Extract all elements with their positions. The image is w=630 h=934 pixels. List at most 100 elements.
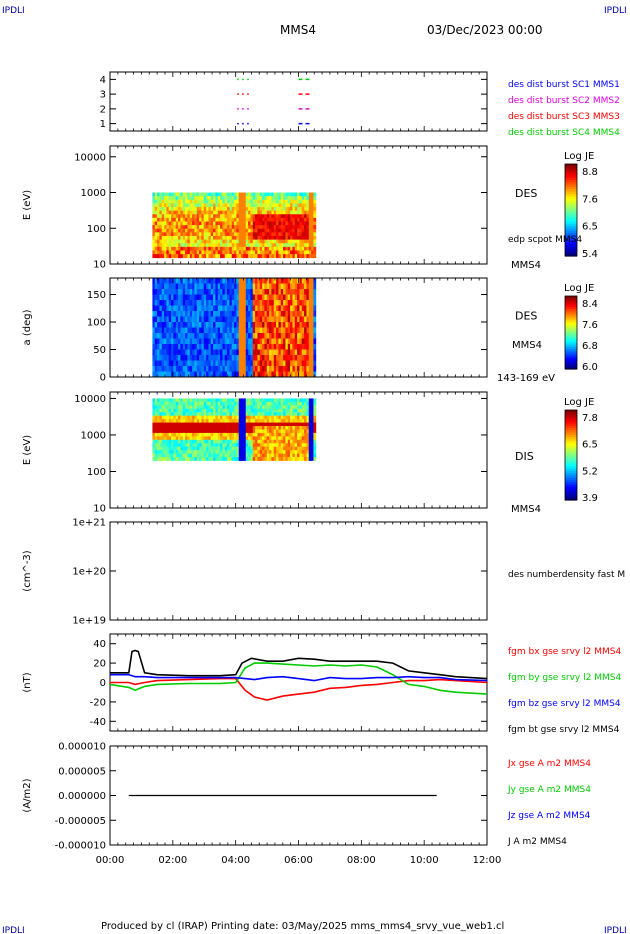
heat-cell-2-53-1 — [276, 283, 279, 290]
heat-cell-2-45-4 — [257, 300, 261, 306]
heat-cell-3-50-15 — [269, 450, 272, 454]
heat-cell-1-21-0 — [201, 192, 205, 197]
heat-cell-3-61-4 — [294, 412, 298, 417]
heat-cell-2-44-3 — [255, 294, 258, 301]
heat-cell-3-14-4 — [185, 412, 188, 417]
heat-cell-3-49-12 — [266, 439, 270, 444]
heat-cell-2-3-10 — [159, 333, 163, 339]
heat-cell-2-6-9 — [166, 327, 170, 334]
heat-cell-2-42-17 — [250, 371, 254, 378]
heat-cell-2-46-9 — [259, 327, 263, 334]
heat-cell-1-2-9 — [157, 225, 160, 230]
heat-cell-3-27-9 — [215, 429, 219, 434]
heat-cell-2-30-11 — [222, 338, 226, 345]
heat-cell-2-11-17 — [178, 371, 181, 378]
heat-cell-3-47-15 — [262, 450, 265, 454]
heat-cell-3-16-7 — [189, 422, 193, 427]
heat-cell-3-27-10 — [215, 432, 219, 437]
heat-cell-2-13-13 — [182, 349, 186, 356]
heat-cell-2-39-17 — [243, 371, 247, 378]
heat-cell-3-61-12 — [294, 439, 298, 444]
heat-cell-2-49-7 — [266, 316, 270, 323]
heat-cell-3-46-3 — [259, 408, 263, 413]
heat-cell-1-48-9 — [264, 225, 268, 230]
heat-cell-2-19-10 — [196, 333, 200, 339]
heat-cell-3-57-15 — [285, 450, 289, 454]
y-tick-label-0-3: 4 — [100, 75, 106, 86]
heat-cell-2-47-13 — [262, 349, 265, 356]
heat-cell-2-48-17 — [264, 371, 268, 378]
heat-cell-3-63-12 — [299, 439, 303, 444]
heat-cell-1-5-1 — [164, 196, 167, 201]
heat-cell-3-7-16 — [168, 453, 172, 458]
heat-cell-3-6-6 — [166, 419, 170, 423]
heat-cell-1-2-16 — [157, 250, 160, 255]
heat-cell-1-1-16 — [154, 250, 158, 255]
heat-cell-3-12-2 — [180, 405, 184, 410]
heat-cell-1-55-3 — [280, 203, 284, 208]
heat-cell-1-68-5 — [311, 210, 314, 215]
heat-cell-1-7-3 — [168, 203, 172, 208]
heat-cell-1-49-11 — [266, 232, 270, 237]
heat-cell-1-18-2 — [194, 199, 198, 204]
heat-cell-3-28-6 — [217, 419, 221, 423]
heat-cell-3-64-15 — [301, 450, 305, 454]
heat-cell-1-57-5 — [285, 210, 289, 215]
heat-cell-3-15-0 — [187, 398, 191, 403]
heat-cell-2-29-6 — [220, 311, 223, 317]
heat-cell-2-47-14 — [262, 355, 265, 361]
heat-cell-2-27-16 — [215, 366, 219, 372]
heat-cell-2-51-16 — [271, 366, 275, 372]
heat-cell-3-48-16 — [264, 453, 268, 458]
heat-cell-2-10-14 — [175, 355, 179, 361]
heat-cell-3-52-14 — [273, 446, 277, 451]
heat-cell-1-51-7 — [271, 217, 275, 222]
heat-cell-3-39-13 — [243, 443, 247, 448]
heat-cell-1-35-4 — [234, 206, 237, 212]
colorbar-frame-3 — [564, 409, 578, 501]
heat-cell-2-44-6 — [255, 311, 258, 317]
heat-cell-2-32-8 — [227, 322, 230, 328]
heat-cell-1-27-8 — [215, 221, 219, 226]
heat-cell-2-48-8 — [264, 322, 268, 328]
heat-cell-1-62-5 — [297, 210, 300, 215]
heat-cell-2-47-2 — [262, 289, 265, 295]
heat-cell-1-46-13 — [259, 239, 263, 244]
heat-cell-3-25-6 — [210, 419, 214, 423]
heat-cell-2-4-2 — [161, 289, 165, 295]
heat-cell-2-45-1 — [257, 283, 261, 290]
heat-cell-1-19-14 — [196, 243, 200, 248]
heat-cell-1-66-3 — [306, 203, 310, 208]
heat-cell-3-59-0 — [290, 398, 293, 403]
heat-cell-1-27-3 — [215, 203, 219, 208]
heat-cell-1-43-17 — [252, 254, 256, 259]
heat-cell-3-41-14 — [248, 446, 251, 451]
heat-cell-2-27-4 — [215, 300, 219, 306]
heat-cell-3-17-2 — [192, 405, 195, 410]
heat-cell-2-11-4 — [178, 300, 181, 306]
heat-cell-2-7-13 — [168, 349, 172, 356]
heat-cell-3-65-5 — [304, 415, 307, 420]
heat-cell-1-12-10 — [180, 228, 184, 233]
heat-cell-3-25-11 — [210, 436, 214, 441]
heat-cell-1-62-15 — [297, 246, 300, 251]
heat-cell-3-64-11 — [301, 436, 305, 441]
heat-cell-3-57-11 — [285, 436, 289, 441]
heat-cell-1-3-17 — [159, 254, 163, 259]
heat-cell-2-38-15 — [241, 360, 244, 367]
heat-cell-1-18-0 — [194, 192, 198, 197]
heat-cell-2-66-15 — [306, 360, 310, 367]
heat-cell-1-18-12 — [194, 235, 198, 240]
heat-cell-2-12-8 — [180, 322, 184, 328]
heat-cell-2-14-10 — [185, 333, 188, 339]
heat-cell-3-12-14 — [180, 446, 184, 451]
heat-cell-2-23-17 — [206, 371, 209, 378]
heat-cell-1-22-4 — [203, 206, 207, 212]
heat-cell-2-4-13 — [161, 349, 165, 356]
y-tick-label-1-3: 10000 — [74, 152, 106, 163]
y-tick-label-6-2: 0.000000 — [58, 791, 106, 802]
heat-cell-3-55-13 — [280, 443, 284, 448]
heat-cell-2-40-2 — [245, 289, 249, 295]
heat-cell-1-38-9 — [241, 225, 244, 230]
heat-cell-1-2-13 — [157, 239, 160, 244]
